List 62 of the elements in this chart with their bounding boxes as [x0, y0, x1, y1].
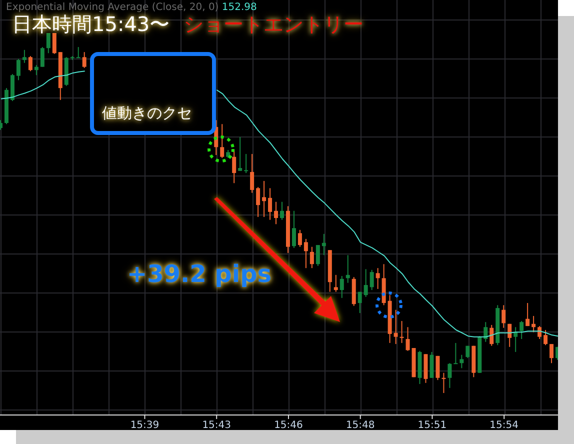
candlestick	[346, 254, 350, 284]
candlestick	[376, 268, 380, 290]
chart-title: 日本時間15:43〜	[12, 12, 170, 36]
candlestick	[400, 320, 404, 344]
candlestick	[484, 322, 488, 342]
candlestick	[550, 344, 554, 364]
candlestick	[406, 326, 410, 352]
candlestick	[370, 269, 374, 291]
candlestick	[34, 64, 38, 76]
candlestick	[250, 153, 254, 194]
candlestick	[340, 276, 344, 298]
candlestick	[502, 304, 506, 328]
candlestick	[460, 354, 464, 369]
candlestick	[544, 330, 548, 346]
candlestick	[316, 244, 320, 266]
candlestick	[334, 274, 338, 292]
candlestick	[280, 201, 284, 220]
candlestick	[322, 233, 326, 256]
x-tick-label: 15:48	[346, 420, 375, 432]
candlestick	[292, 210, 296, 248]
candlestick	[298, 229, 302, 248]
candlestick	[532, 315, 536, 333]
candlestick	[238, 136, 242, 172]
candlestick	[514, 326, 518, 352]
candlestick	[268, 188, 272, 220]
text: 152.98	[222, 2, 257, 13]
x-tick-label: 15:46	[274, 420, 303, 432]
candlestick	[232, 150, 236, 184]
candlestick	[358, 291, 362, 314]
candlestick	[262, 180, 266, 218]
candlestick	[454, 342, 458, 364]
candlestick	[466, 345, 470, 359]
candlestick	[220, 124, 224, 158]
annotation: +39.2 pips	[127, 260, 272, 288]
candlestick	[244, 153, 248, 174]
candlestick	[256, 186, 260, 218]
candlestick	[274, 201, 278, 225]
annotation: 値動きのクセ	[102, 104, 192, 123]
x-tick-label: 15:51	[418, 420, 447, 432]
candlestick	[538, 326, 542, 340]
candlestick	[304, 238, 308, 269]
candlestick	[448, 362, 452, 388]
chart-subtitle: ショートエントリー	[184, 12, 364, 36]
candlestick	[28, 56, 32, 72]
candlestick	[364, 268, 368, 298]
candlestick	[430, 351, 434, 378]
x-tick-label: 15:43	[202, 420, 232, 432]
candlestick	[22, 49, 26, 64]
candlestick	[76, 46, 80, 58]
x-tick-label: 15:39	[130, 420, 160, 432]
candlestick	[490, 324, 494, 346]
candlestick	[436, 355, 440, 381]
text: Exponential Moving Average (Close, 20, 0)	[6, 2, 219, 13]
candlestick	[82, 52, 86, 68]
candlestick	[16, 58, 20, 81]
x-tick-label: 15:54	[490, 420, 519, 432]
candlestick	[526, 302, 530, 327]
candlestick	[40, 46, 44, 68]
candlestick	[310, 246, 314, 269]
candlestick	[442, 372, 446, 394]
candlestick	[394, 309, 398, 345]
candlestick	[520, 320, 524, 340]
